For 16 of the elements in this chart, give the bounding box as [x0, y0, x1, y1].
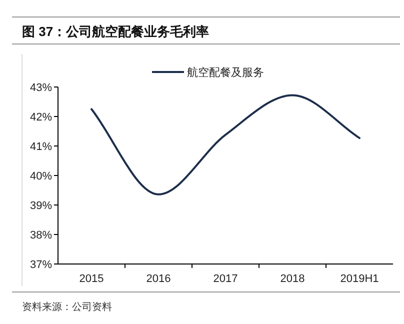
legend: 航空配餐及服务	[152, 67, 264, 79]
y-tick-label: 43%	[30, 82, 52, 94]
x-tick-label: 2015	[79, 273, 104, 285]
x-tick-label: 2019H1	[340, 273, 379, 285]
title: 图 37：公司航空配餐业务毛利率	[22, 24, 210, 39]
legend-label: 航空配餐及服务	[187, 66, 264, 79]
y-tick-label: 39%	[30, 200, 52, 212]
x-tick-label: 2018	[280, 273, 305, 285]
x-tick-label: 2016	[146, 273, 171, 285]
x-tick-label: 2017	[213, 273, 238, 285]
y-tick-label: 40%	[30, 170, 52, 182]
y-tick-label: 41%	[30, 141, 52, 153]
y-tick-label: 37%	[30, 259, 52, 271]
annotation: 资料来源：公司资料	[22, 302, 112, 313]
y-tick-label: 38%	[30, 230, 52, 242]
y-tick-label: 42%	[30, 112, 52, 124]
